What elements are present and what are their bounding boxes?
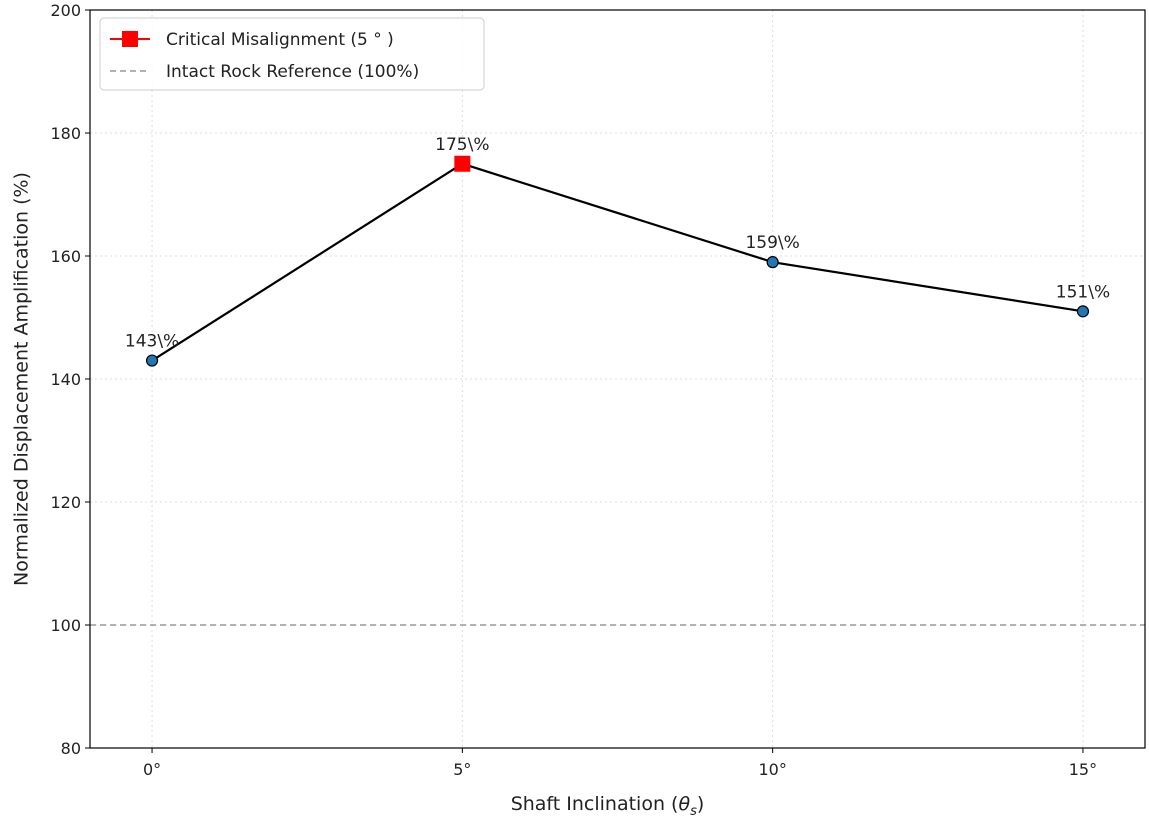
x-tick-label: 10° [758, 760, 786, 779]
data-point [145, 354, 159, 367]
series-group: 143\% 175\% 159\% 151\% [125, 135, 1110, 367]
data-point [766, 256, 779, 269]
x-axis-ticks: 0° 5° 10° 15° [143, 748, 1097, 779]
x-axis-label-main: Shaft Inclination ( [511, 793, 679, 815]
y-tick-label: 140 [50, 370, 81, 389]
y-axis-ticks: 80 100 120 140 160 180 200 [50, 1, 90, 758]
y-tick-label: 80 [61, 739, 81, 758]
legend-label-critical: Critical Misalignment (5 ° ) [166, 30, 394, 50]
y-tick-label: 120 [50, 493, 81, 512]
x-axis-label-subscript: s [690, 804, 697, 818]
data-label: 159\% [745, 233, 799, 253]
data-label: 175\% [435, 135, 489, 155]
x-tick-label: 15° [1069, 760, 1097, 779]
legend-swatch-critical-marker [122, 31, 138, 47]
series-line [151, 162, 1084, 362]
x-tick-label: 0° [143, 760, 161, 779]
y-tick-label: 200 [50, 1, 81, 20]
x-axis-label-symbol: θ [678, 793, 690, 815]
x-axis-label-close: ) [697, 793, 704, 815]
legend-label-reference: Intact Rock Reference (100%) [166, 62, 419, 82]
x-tick-label: 5° [453, 760, 471, 779]
critical-misalignment-marker [454, 155, 471, 172]
data-label: 151\% [1056, 282, 1110, 302]
grid [90, 9, 1145, 749]
legend-box [99, 17, 485, 91]
legend: Critical Misalignment (5 ° ) Intact Rock… [99, 17, 485, 91]
y-tick-label: 180 [50, 124, 81, 143]
y-tick-label: 100 [50, 616, 81, 635]
data-point [1076, 305, 1090, 318]
x-axis-label: Shaft Inclination (θs) [511, 793, 705, 818]
y-tick-label: 160 [50, 247, 81, 266]
y-axis-label: Normalized Displacement Amplification (%… [11, 172, 33, 586]
data-label: 143\% [125, 332, 179, 352]
